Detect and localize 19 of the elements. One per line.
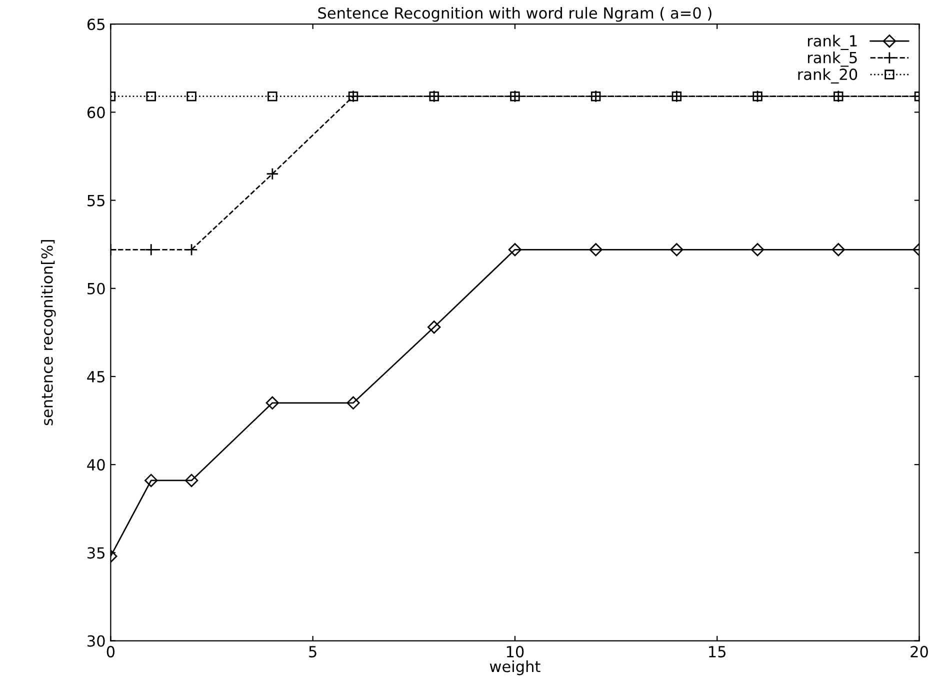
x-tick-label: 20 (910, 646, 928, 658)
y-tick-label: 40 (87, 459, 105, 471)
y-tick-label: 35 (88, 547, 104, 559)
x-tick-label: 15 (709, 646, 726, 658)
y-tick-label: 45 (87, 371, 104, 383)
chart-title: Sentence Recognition with word rule Ngram ( a=0 ) (318, 6, 712, 22)
y-tick-label: 30 (88, 635, 105, 647)
y-tick-label: 50 (88, 282, 105, 294)
y-tick-label: 65 (87, 18, 104, 30)
x-tick-label: 5 (309, 646, 316, 658)
x-axis-title: weight (490, 660, 540, 676)
legend-label: rank_1 (808, 34, 857, 50)
x-tick-label: 0 (106, 646, 115, 658)
y-tick-label: 60 (87, 106, 105, 118)
legend-label: rank_5 (808, 52, 857, 67)
y-tick-label: 55 (88, 194, 104, 206)
y-axis-title: sentence recognition[%] (41, 240, 56, 426)
legend-label: rank_20 (798, 68, 858, 84)
x-tick-label: 10 (506, 646, 524, 658)
